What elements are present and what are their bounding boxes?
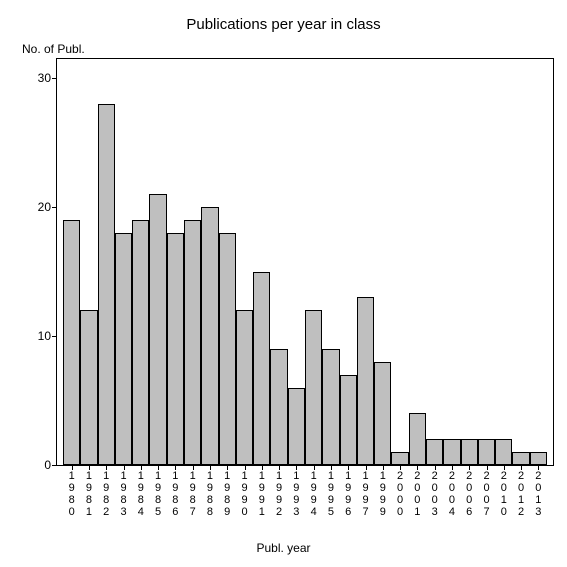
- x-tick-mark: [435, 466, 436, 470]
- x-tick-label: 2010: [499, 470, 509, 518]
- bar: [115, 233, 132, 465]
- x-tick-label: 1983: [119, 470, 129, 518]
- x-tick-label: 1999: [378, 470, 388, 518]
- x-tick-label: 1989: [222, 470, 232, 518]
- x-tick-mark: [504, 466, 505, 470]
- x-tick-mark: [521, 466, 522, 470]
- y-tick-mark: [52, 207, 56, 208]
- bar: [495, 439, 512, 465]
- x-tick-mark: [193, 466, 194, 470]
- bar: [167, 233, 184, 465]
- x-tick-mark: [279, 466, 280, 470]
- x-tick-mark: [538, 466, 539, 470]
- x-tick-mark: [348, 466, 349, 470]
- plot-area: [56, 58, 554, 466]
- bar: [253, 272, 270, 465]
- x-tick-mark: [245, 466, 246, 470]
- x-tick-label: 1987: [188, 470, 198, 518]
- bar: [461, 439, 478, 465]
- bar: [443, 439, 460, 465]
- bar: [409, 413, 426, 465]
- y-tick-label: 30: [21, 71, 51, 85]
- x-tick-label: 1981: [84, 470, 94, 518]
- bar: [478, 439, 495, 465]
- x-tick-mark: [106, 466, 107, 470]
- bar: [270, 349, 287, 465]
- bar: [149, 194, 166, 465]
- bar: [340, 375, 357, 465]
- bar: [374, 362, 391, 465]
- x-tick-label: 1984: [136, 470, 146, 518]
- x-tick-label: 2007: [482, 470, 492, 518]
- x-tick-label: 1991: [257, 470, 267, 518]
- x-tick-label: 2000: [395, 470, 405, 518]
- x-tick-mark: [296, 466, 297, 470]
- x-tick-mark: [158, 466, 159, 470]
- bar: [426, 439, 443, 465]
- x-tick-label: 1997: [361, 470, 371, 518]
- y-axis-label: No. of Publ.: [22, 42, 85, 56]
- x-tick-label: 1986: [170, 470, 180, 518]
- bar: [80, 310, 97, 465]
- x-tick-label: 2012: [516, 470, 526, 518]
- bar: [98, 104, 115, 465]
- x-tick-label: 2003: [430, 470, 440, 518]
- x-tick-mark: [366, 466, 367, 470]
- x-tick-mark: [89, 466, 90, 470]
- bar: [63, 220, 80, 465]
- x-tick-label: 2001: [412, 470, 422, 518]
- y-tick-mark: [52, 336, 56, 337]
- chart-title: Publications per year in class: [0, 16, 567, 33]
- x-tick-label: 1996: [343, 470, 353, 518]
- bar: [184, 220, 201, 465]
- x-tick-label: 1994: [309, 470, 319, 518]
- x-tick-mark: [400, 466, 401, 470]
- x-tick-label: 2006: [464, 470, 474, 518]
- x-tick-mark: [210, 466, 211, 470]
- x-tick-label: 1985: [153, 470, 163, 518]
- chart-container: Publications per year in class No. of Pu…: [0, 0, 567, 567]
- x-tick-mark: [72, 466, 73, 470]
- x-tick-label: 1982: [101, 470, 111, 518]
- x-tick-label: 1988: [205, 470, 215, 518]
- x-tick-mark: [227, 466, 228, 470]
- bar: [236, 310, 253, 465]
- bar: [219, 233, 236, 465]
- bar: [201, 207, 218, 465]
- bar: [305, 310, 322, 465]
- x-tick-label: 1990: [240, 470, 250, 518]
- x-tick-mark: [314, 466, 315, 470]
- x-tick-label: 1995: [326, 470, 336, 518]
- x-tick-mark: [452, 466, 453, 470]
- y-tick-label: 20: [21, 200, 51, 214]
- x-tick-mark: [331, 466, 332, 470]
- bar: [288, 388, 305, 465]
- x-tick-label: 1993: [291, 470, 301, 518]
- y-tick-label: 10: [21, 329, 51, 343]
- x-tick-label: 2004: [447, 470, 457, 518]
- x-tick-label: 1980: [67, 470, 77, 518]
- y-tick-mark: [52, 465, 56, 466]
- bar: [132, 220, 149, 465]
- x-tick-mark: [175, 466, 176, 470]
- x-tick-mark: [262, 466, 263, 470]
- x-tick-mark: [124, 466, 125, 470]
- y-tick-label: 0: [21, 458, 51, 472]
- x-tick-label: 1992: [274, 470, 284, 518]
- x-tick-mark: [141, 466, 142, 470]
- bar: [512, 452, 529, 465]
- bar: [391, 452, 408, 465]
- bar: [530, 452, 547, 465]
- x-tick-label: 2013: [533, 470, 543, 518]
- x-axis-label: Publ. year: [0, 541, 567, 555]
- x-tick-mark: [383, 466, 384, 470]
- x-tick-mark: [469, 466, 470, 470]
- bar: [357, 297, 374, 465]
- x-tick-mark: [487, 466, 488, 470]
- x-tick-mark: [417, 466, 418, 470]
- bar: [322, 349, 339, 465]
- y-tick-mark: [52, 78, 56, 79]
